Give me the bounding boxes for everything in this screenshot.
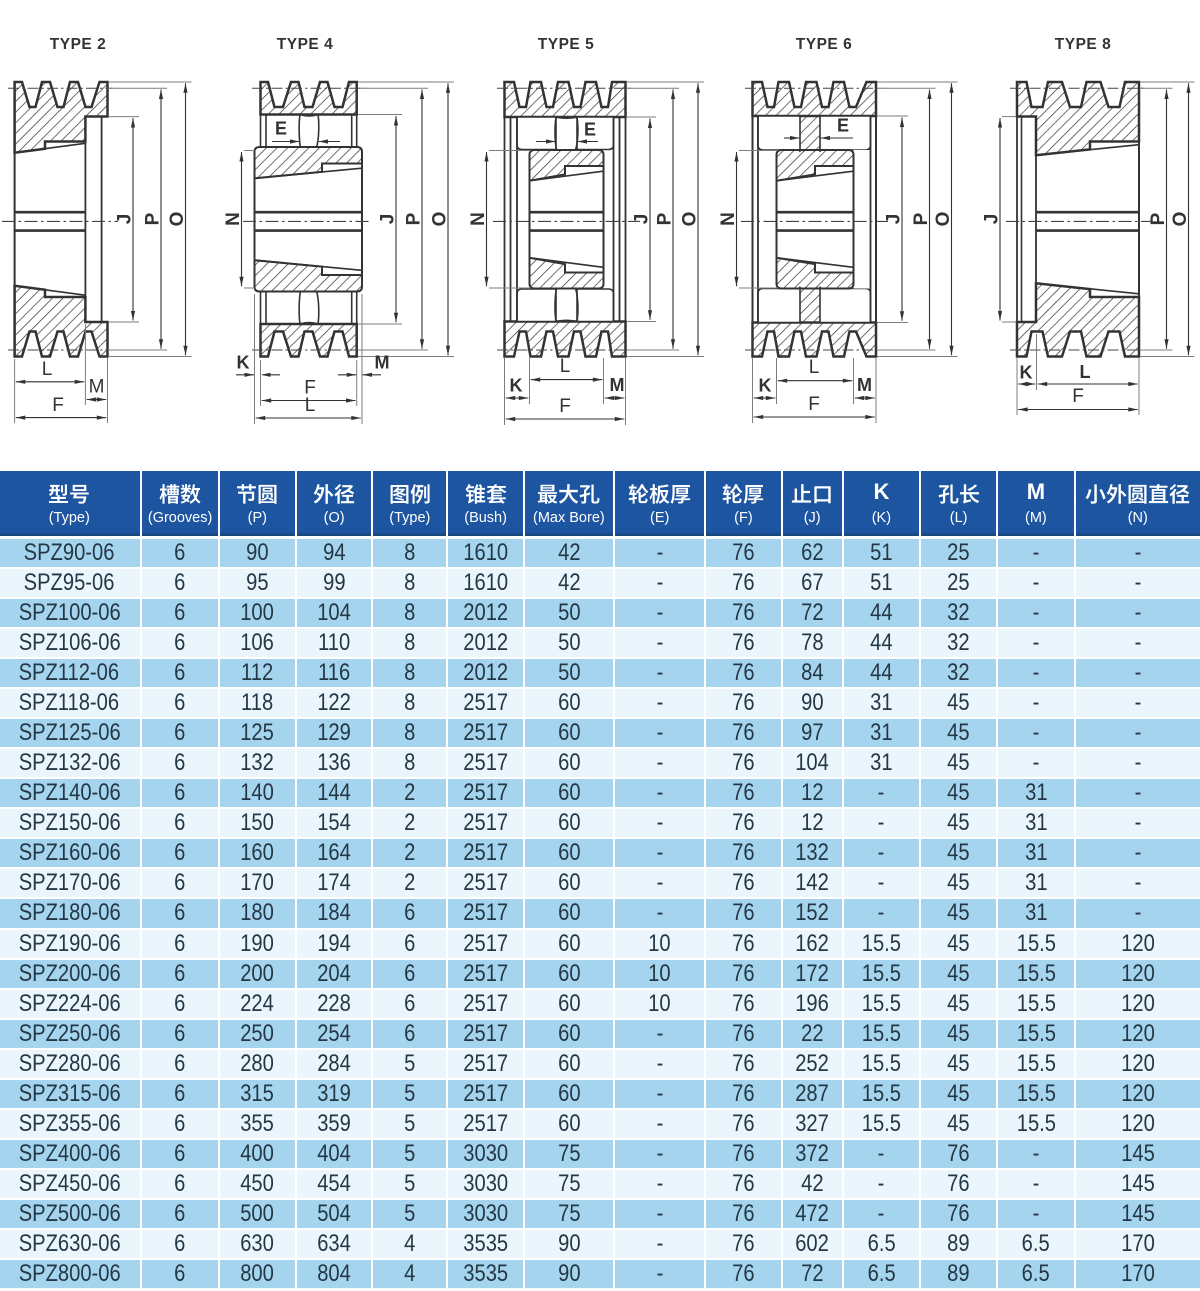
svg-text:P: P xyxy=(655,212,676,225)
svg-text:J: J xyxy=(982,214,1003,225)
svg-text:E: E xyxy=(584,120,596,140)
svg-text:O: O xyxy=(680,212,701,227)
svg-text:K: K xyxy=(759,376,772,396)
svg-text:K: K xyxy=(237,353,250,373)
svg-text:O: O xyxy=(1170,212,1191,227)
svg-text:M: M xyxy=(610,375,625,395)
svg-text:TYPE 4: TYPE 4 xyxy=(277,36,333,53)
svg-text:O: O xyxy=(167,212,188,227)
svg-text:N: N xyxy=(468,212,489,226)
svg-text:O: O xyxy=(430,212,451,227)
svg-text:P: P xyxy=(911,212,932,225)
svg-text:J: J xyxy=(632,214,653,225)
svg-text:L: L xyxy=(809,357,820,378)
svg-text:F: F xyxy=(1072,386,1084,407)
svg-text:J: J xyxy=(115,214,136,225)
svg-text:TYPE 6: TYPE 6 xyxy=(796,36,852,53)
svg-text:L: L xyxy=(1080,362,1091,382)
svg-text:N: N xyxy=(223,212,244,226)
svg-text:F: F xyxy=(559,396,571,417)
svg-text:M: M xyxy=(857,375,872,395)
svg-text:TYPE 8: TYPE 8 xyxy=(1055,36,1111,53)
svg-text:O: O xyxy=(933,212,954,227)
svg-text:J: J xyxy=(378,214,399,225)
svg-text:L: L xyxy=(42,359,53,380)
svg-text:P: P xyxy=(1148,212,1169,225)
svg-text:M: M xyxy=(375,353,390,373)
svg-text:TYPE 2: TYPE 2 xyxy=(50,36,106,53)
svg-text:F: F xyxy=(52,395,64,416)
svg-text:E: E xyxy=(837,116,849,136)
svg-text:F: F xyxy=(304,378,316,399)
svg-text:N: N xyxy=(718,212,739,226)
svg-text:E: E xyxy=(275,119,287,139)
svg-text:M: M xyxy=(89,377,105,398)
svg-text:J: J xyxy=(884,214,905,225)
svg-text:P: P xyxy=(143,212,164,225)
svg-text:P: P xyxy=(404,212,425,225)
svg-text:L: L xyxy=(305,395,316,416)
svg-text:F: F xyxy=(808,394,820,415)
svg-text:K: K xyxy=(1020,363,1033,383)
svg-text:L: L xyxy=(560,356,571,377)
svg-text:K: K xyxy=(510,376,523,396)
svg-text:TYPE 5: TYPE 5 xyxy=(538,36,594,53)
